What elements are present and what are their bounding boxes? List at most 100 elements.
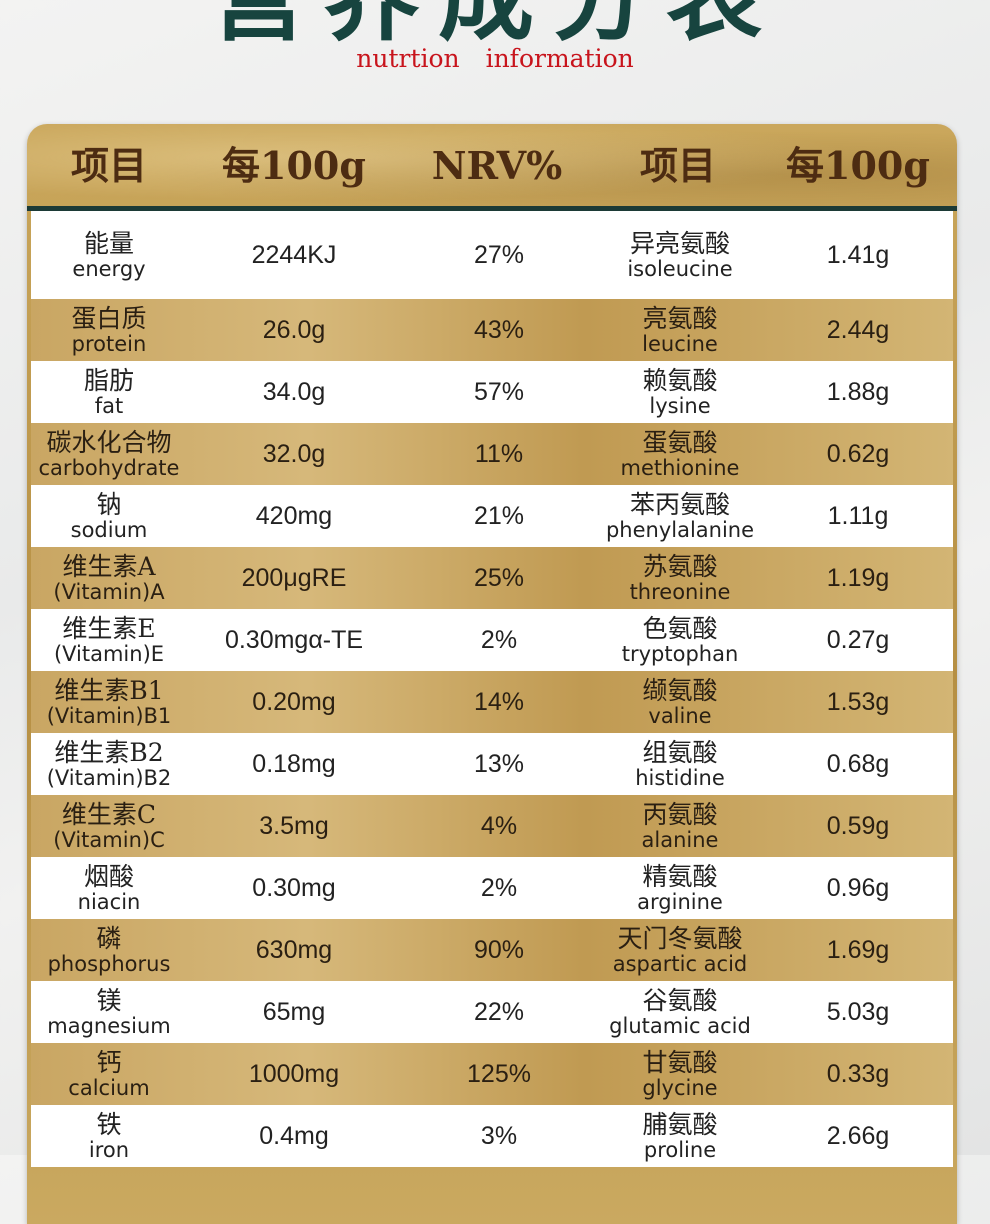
amino-acid-value: 0.62g <box>826 439 890 468</box>
nutrient-cell: 能量 energy <box>31 230 187 281</box>
nutrient-value: 2244KJ <box>251 240 337 269</box>
amino-acid-value-cell: 2.66g <box>763 1122 953 1151</box>
amino-acid-cell: 异亮氨酸 isoleucine <box>597 230 763 281</box>
amino-acid-name-en: threonine <box>629 579 731 604</box>
amino-acid-value: 5.03g <box>826 997 890 1026</box>
nutrient-name-zh: 脂肪 <box>83 365 134 395</box>
table-header: 项目 每100g NRV% 项目 每100g <box>27 124 957 208</box>
nrv-value: 25% <box>473 563 525 592</box>
amino-acid-value: 1.53g <box>826 687 890 716</box>
nutrient-name-en: fat <box>94 393 124 418</box>
nutrient-name-zh: 烟酸 <box>83 861 134 891</box>
amino-acid-name-en: leucine <box>642 331 718 356</box>
nrv-value: 27% <box>473 240 525 269</box>
nutrient-value: 0.18mg <box>252 749 336 778</box>
nutrient-name-en: (Vitamin)E <box>53 641 165 666</box>
page-subtitle: nutrtion information <box>356 44 634 73</box>
amino-acid-cell: 色氨酸 tryptophan <box>597 615 763 666</box>
amino-acid-name-en: histidine <box>635 765 725 790</box>
table-row: 维生素A (Vitamin)A 200μgRE 25% 苏氨酸 threonine 1.19… <box>31 547 953 609</box>
amino-acid-value-cell: 1.41g <box>763 241 953 270</box>
nutrient-value: 65mg <box>262 997 326 1026</box>
amino-acid-name-zh: 谷氨酸 <box>642 985 718 1015</box>
amino-acid-value: 1.41g <box>826 240 890 269</box>
nutrient-name-en: magnesium <box>47 1013 171 1038</box>
amino-acid-name-en: lysine <box>649 393 711 418</box>
table-row: 烟酸 niacin 0.30mg 2% 精氨酸 arginine 0.96g <box>31 857 953 919</box>
amino-acid-value-cell: 0.68g <box>763 750 953 779</box>
amino-acid-name-zh: 色氨酸 <box>642 613 718 643</box>
nutrient-name-zh: 维生素A <box>62 551 156 581</box>
amino-acid-cell: 缬氨酸 valine <box>597 677 763 728</box>
amino-acid-value: 0.59g <box>826 811 890 840</box>
nutrient-cell: 维生素C (Vitamin)C <box>31 801 187 852</box>
nutrient-name-zh: 磷 <box>96 923 122 953</box>
amino-acid-name-en: glycine <box>642 1075 718 1100</box>
amino-acid-name-zh: 苏氨酸 <box>642 551 718 581</box>
nutrient-value: 0.4mg <box>259 1121 329 1150</box>
nutrient-name-en: (Vitamin)A <box>53 579 165 604</box>
amino-acid-cell: 脯氨酸 proline <box>597 1111 763 1162</box>
nrv-cell: 21% <box>401 502 597 531</box>
amino-acid-name-zh: 天门冬氨酸 <box>617 923 743 953</box>
nutrient-value-cell: 0.30mgα-TE <box>187 626 401 655</box>
amino-acid-name-en: isoleucine <box>627 256 733 281</box>
nutrient-value-cell: 0.4mg <box>187 1122 401 1151</box>
nrv-cell: 22% <box>401 998 597 1027</box>
nrv-value: 11% <box>474 439 524 468</box>
table-row: 磷 phosphorus 630mg 90% 天门冬氨酸 aspartic acid 1.6… <box>31 919 953 981</box>
nutrient-name-en: carbohydrate <box>38 455 180 480</box>
nutrient-cell: 磷 phosphorus <box>31 925 187 976</box>
nutrient-value-cell: 200μgRE <box>187 564 401 593</box>
header-amino-per-100g: 每100g <box>786 143 930 188</box>
nrv-cell: 11% <box>401 440 597 469</box>
nutrient-cell: 维生素A (Vitamin)A <box>31 553 187 604</box>
nutrient-name-en: (Vitamin)B1 <box>46 703 172 728</box>
nutrient-value: 0.30mg <box>252 873 336 902</box>
amino-acid-value: 1.88g <box>826 377 890 406</box>
amino-acid-name-zh: 精氨酸 <box>642 861 718 891</box>
amino-acid-cell: 赖氨酸 lysine <box>597 367 763 418</box>
nutrient-value: 3.5mg <box>259 811 329 840</box>
amino-acid-cell: 甘氨酸 glycine <box>597 1049 763 1100</box>
amino-acid-name-en: valine <box>648 703 712 728</box>
nutrient-name-zh: 碳水化合物 <box>46 427 172 457</box>
amino-acid-name-en: aspartic acid <box>612 951 748 976</box>
nutrient-name-zh: 维生素C <box>61 799 157 829</box>
nrv-cell: 4% <box>401 812 597 841</box>
nutrient-name-en: phosphorus <box>47 951 171 976</box>
nrv-cell: 13% <box>401 750 597 779</box>
nutrient-name-en: iron <box>88 1137 130 1162</box>
amino-acid-name-zh: 苯丙氨酸 <box>629 489 730 519</box>
nutrient-name-en: (Vitamin)B2 <box>46 765 172 790</box>
table-row: 蛋白质 protein 26.0g 43% 亮氨酸 leucine 2.44g <box>31 299 953 361</box>
nrv-value: 3% <box>480 1121 518 1150</box>
nrv-value: 125% <box>467 1059 531 1088</box>
amino-acid-value-cell: 0.33g <box>763 1060 953 1089</box>
amino-acid-value: 0.33g <box>826 1059 890 1088</box>
nrv-cell: 57% <box>401 378 597 407</box>
nutrient-name-zh: 维生素B1 <box>54 675 164 705</box>
amino-acid-name-en: glutamic acid <box>609 1013 751 1038</box>
amino-acid-value-cell: 1.69g <box>763 936 953 965</box>
nutrient-cell: 碳水化合物 carbohydrate <box>31 429 187 480</box>
amino-acid-value: 2.66g <box>826 1121 890 1150</box>
nrv-value: 21% <box>473 501 525 530</box>
amino-acid-value: 0.27g <box>826 625 890 654</box>
table-row: 维生素B2 (Vitamin)B2 0.18mg 13% 组氨酸 histidine 0.6… <box>31 733 953 795</box>
table-row: 脂肪 fat 34.0g 57% 赖氨酸 lysine 1.88g <box>31 361 953 423</box>
table-row: 能量 energy 2244KJ 27% 异亮氨酸 isoleucine 1.41g <box>31 211 953 299</box>
nutrient-name-en: protein <box>71 331 147 356</box>
amino-acid-value-cell: 0.96g <box>763 874 953 903</box>
amino-acid-name-zh: 脯氨酸 <box>642 1109 718 1139</box>
nutrient-value-cell: 32.0g <box>187 440 401 469</box>
amino-acid-value-cell: 1.11g <box>763 502 953 531</box>
nutrient-name-zh: 铁 <box>96 1109 122 1139</box>
amino-acid-cell: 精氨酸 arginine <box>597 863 763 914</box>
amino-acid-name-zh: 丙氨酸 <box>642 799 718 829</box>
nutrient-value-cell: 0.30mg <box>187 874 401 903</box>
nrv-value: 90% <box>473 935 525 964</box>
nutrient-name-zh: 镁 <box>96 985 122 1015</box>
nutrient-cell: 钠 sodium <box>31 491 187 542</box>
amino-acid-name-en: proline <box>643 1137 717 1162</box>
